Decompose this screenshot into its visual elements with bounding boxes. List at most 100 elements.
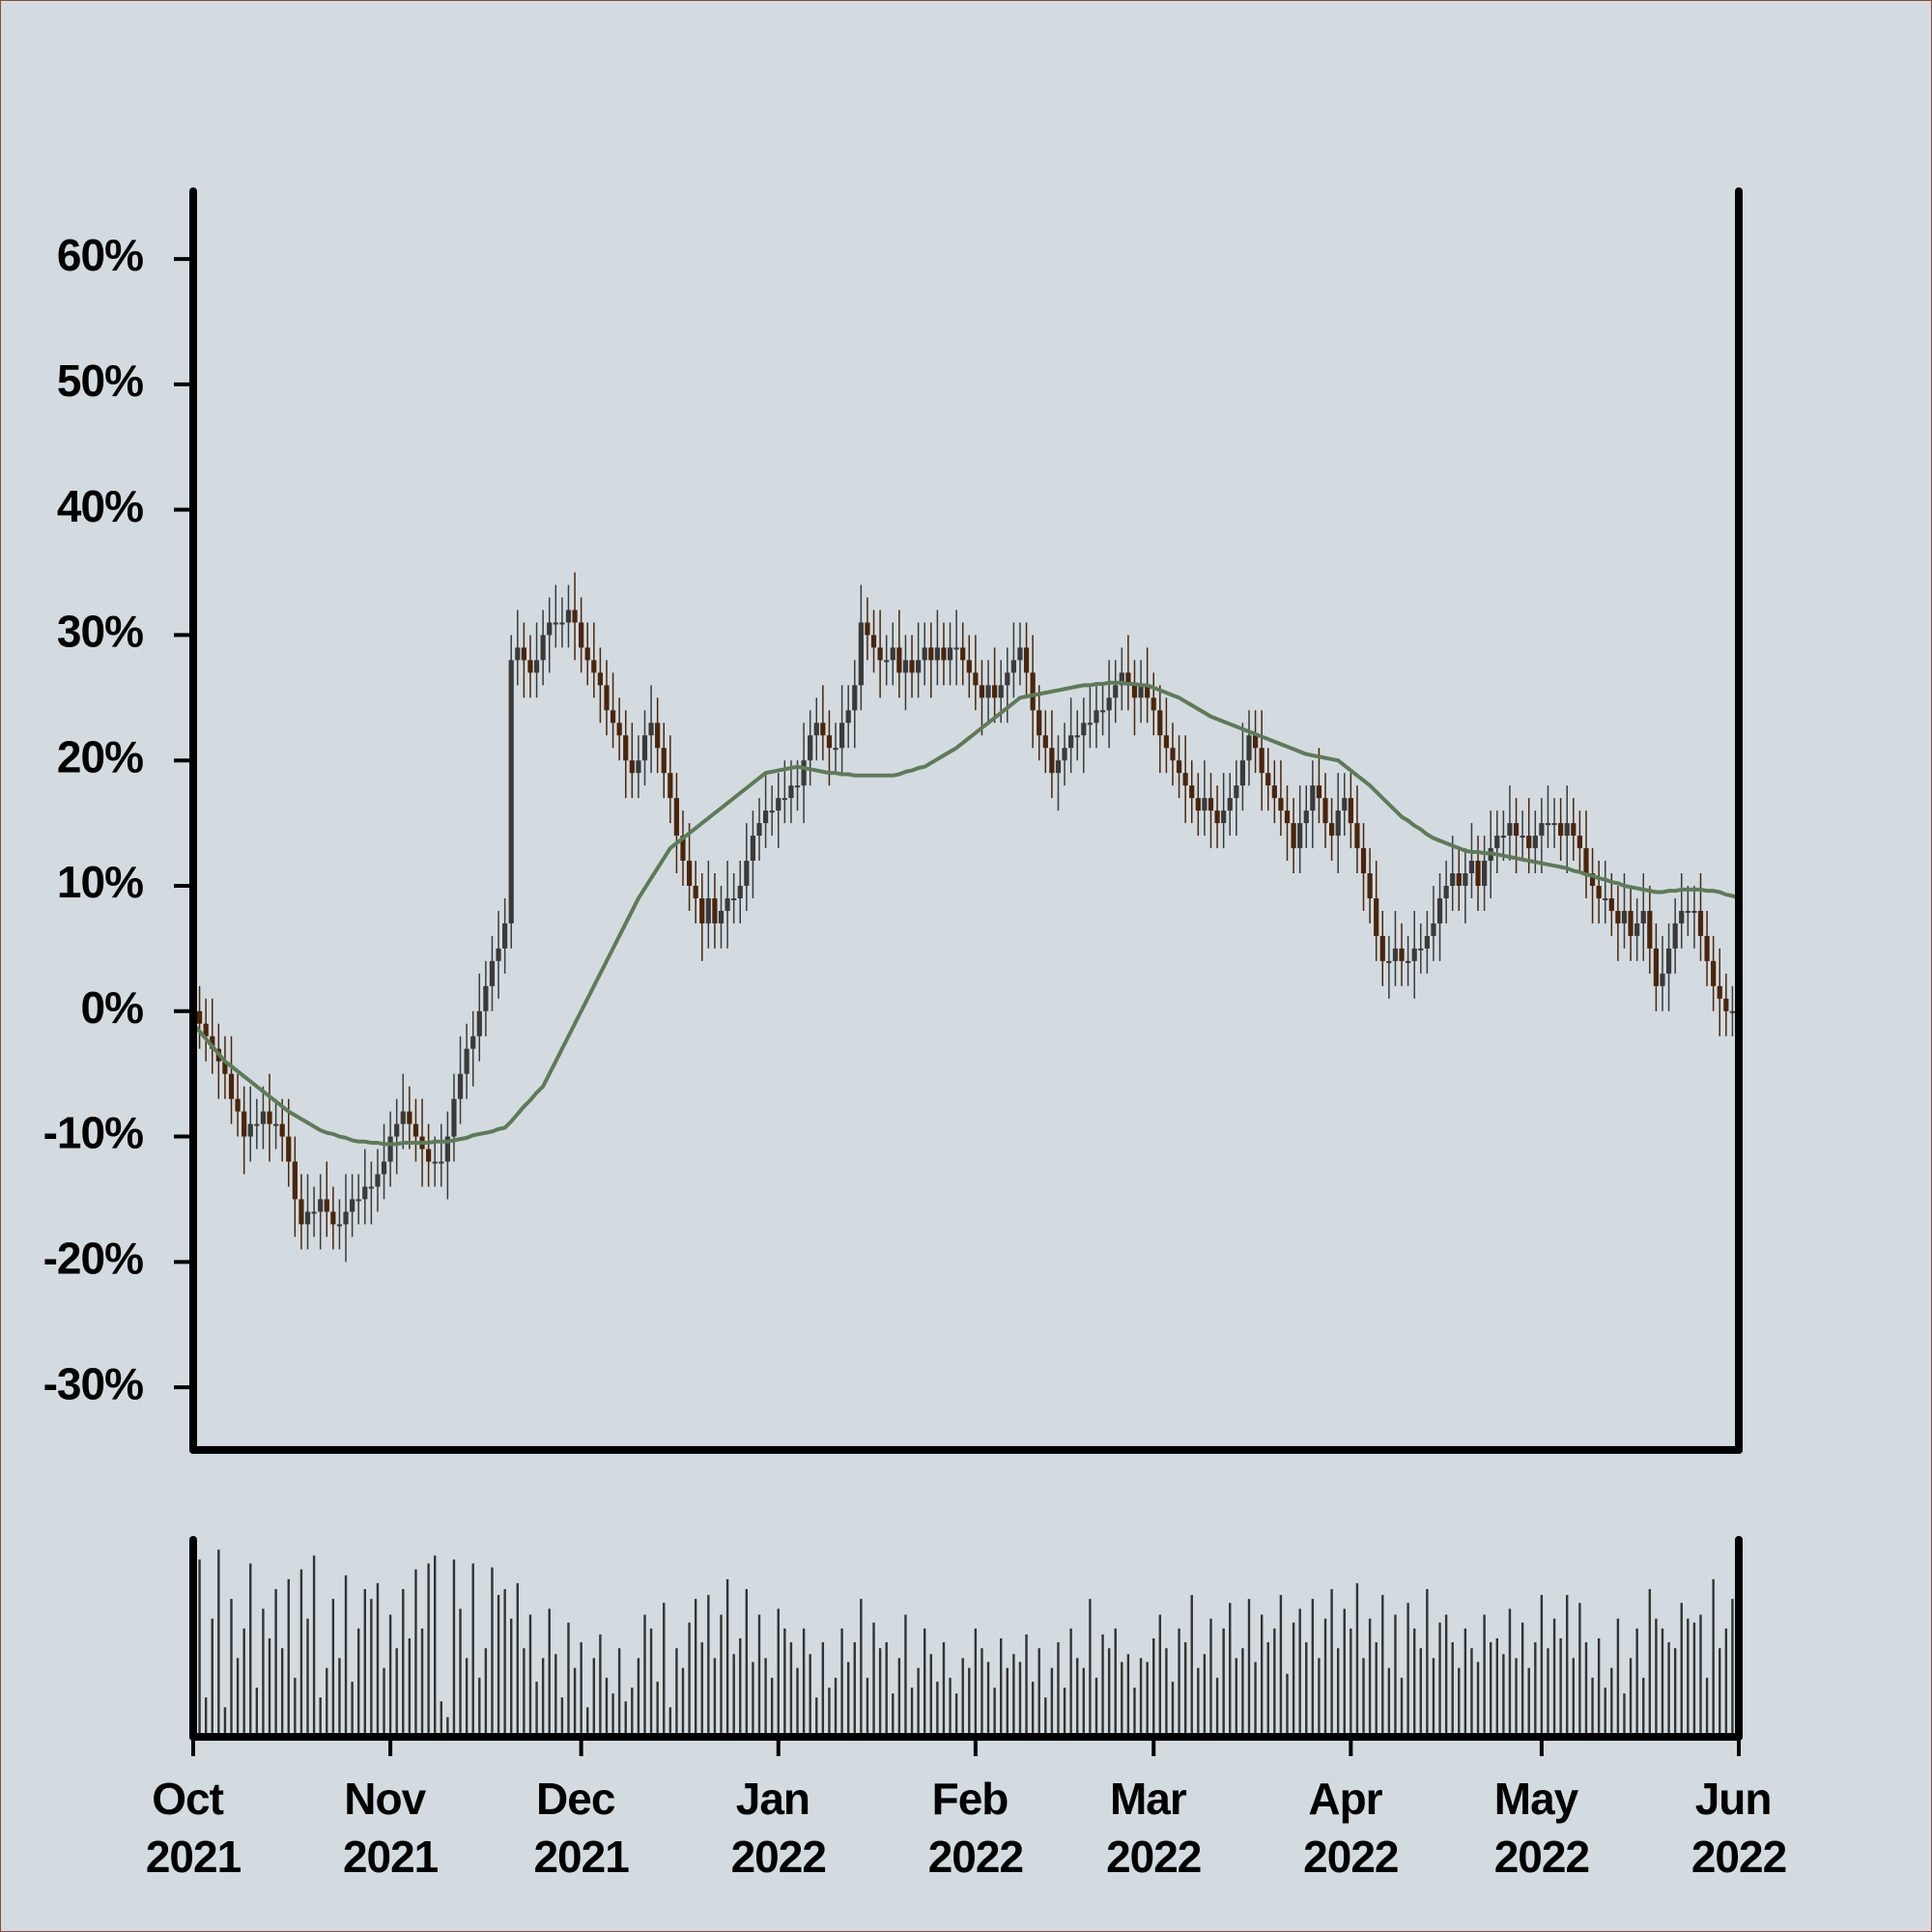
volume-bar xyxy=(548,1608,551,1737)
candle-body xyxy=(1634,923,1640,936)
volume-bar xyxy=(1520,1622,1524,1737)
volume-bar xyxy=(484,1648,488,1737)
candle-body xyxy=(1291,823,1296,849)
candle-body xyxy=(1354,823,1360,849)
volume-bar xyxy=(1114,1628,1117,1737)
volume-bar xyxy=(631,1688,634,1737)
volume-bar xyxy=(757,1614,761,1737)
candle-body xyxy=(1049,748,1055,774)
volume-bar xyxy=(1623,1693,1626,1737)
volume-bar xyxy=(1375,1642,1378,1737)
candle-body xyxy=(1259,748,1264,774)
candle-body xyxy=(604,685,610,711)
candle-body xyxy=(476,1010,482,1037)
candle-body xyxy=(820,723,826,736)
candle-body xyxy=(636,760,641,774)
volume-bar xyxy=(789,1642,793,1737)
volume-bar xyxy=(1673,1648,1677,1737)
candle-body xyxy=(686,861,693,886)
candle-body xyxy=(451,1098,457,1137)
volume-bar xyxy=(1241,1648,1244,1737)
volume-bar xyxy=(866,1677,869,1737)
candle-body xyxy=(1539,823,1545,837)
candle-body xyxy=(547,622,553,636)
candle-body xyxy=(877,647,883,661)
volume-bar xyxy=(904,1614,907,1737)
volume-bar xyxy=(1432,1658,1435,1737)
candle-body xyxy=(1367,873,1373,898)
candle-body xyxy=(235,1098,241,1112)
candle-body xyxy=(1583,848,1589,874)
candle-body xyxy=(1023,647,1030,673)
volume-bar xyxy=(1705,1677,1709,1737)
candle-body xyxy=(973,672,979,686)
candle-body xyxy=(998,685,1004,698)
candle-body xyxy=(412,1123,419,1137)
volume-bar xyxy=(1094,1677,1098,1737)
volume-bar xyxy=(649,1628,653,1737)
volume-bar xyxy=(554,1654,557,1737)
candle-body xyxy=(661,748,667,774)
candle-body xyxy=(1653,948,1660,986)
candle-body xyxy=(1068,735,1074,749)
candle-body xyxy=(693,885,698,898)
volume-bar xyxy=(700,1642,703,1737)
volume-bar xyxy=(1286,1673,1289,1737)
volume-bar xyxy=(1591,1677,1594,1737)
volume-bar xyxy=(853,1642,856,1737)
volume-bar xyxy=(770,1677,774,1737)
candle-body xyxy=(870,635,877,648)
volume-bar xyxy=(1305,1642,1308,1737)
candle-body xyxy=(960,647,966,661)
candle-body xyxy=(368,1186,374,1189)
volume-bar xyxy=(1604,1688,1606,1737)
volume-bar xyxy=(344,1575,348,1737)
candle-body xyxy=(655,723,661,749)
volume-bar xyxy=(1502,1654,1505,1737)
candle-body xyxy=(1087,723,1093,725)
candle-body xyxy=(839,723,845,749)
candle-body xyxy=(1704,935,1710,961)
candle-body xyxy=(1284,810,1291,824)
candle-body xyxy=(260,1111,267,1124)
volume-bar xyxy=(427,1563,430,1737)
volume-bar xyxy=(1368,1618,1372,1737)
volume-bar xyxy=(720,1614,723,1737)
candle-body xyxy=(852,685,858,711)
volume-bar xyxy=(752,1662,754,1737)
candle-body xyxy=(1577,836,1582,849)
volume-bar xyxy=(1559,1638,1562,1737)
volume-bar xyxy=(828,1688,831,1737)
volume-bar xyxy=(745,1589,749,1737)
candle-body xyxy=(496,948,501,961)
candle-body xyxy=(591,660,597,673)
volume-bar xyxy=(402,1589,405,1737)
candle-body xyxy=(801,760,807,786)
y-tick-label: 10% xyxy=(57,857,143,907)
volume-bar xyxy=(395,1648,398,1737)
volume-bar xyxy=(1235,1658,1238,1737)
volume-bar xyxy=(230,1599,233,1737)
x-tick-label: Jan 2022 xyxy=(731,1774,826,1882)
volume-bar xyxy=(503,1589,506,1737)
candle-body xyxy=(1482,861,1488,886)
volume-bar xyxy=(815,1697,818,1737)
x-tick-label: Dec 2021 xyxy=(533,1774,629,1882)
volume-bar xyxy=(497,1595,500,1737)
volume-bar xyxy=(1158,1614,1162,1737)
y-tick-label: -10% xyxy=(43,1108,143,1158)
volume-bar xyxy=(1279,1595,1283,1737)
volume-bar xyxy=(1057,1642,1060,1737)
volume-bar xyxy=(370,1599,373,1737)
volume-bar xyxy=(1635,1628,1638,1737)
candle-body xyxy=(953,647,959,650)
volume-bar xyxy=(917,1667,920,1737)
volume-bar xyxy=(993,1688,996,1737)
candle-body xyxy=(1195,798,1201,811)
volume-bar xyxy=(637,1658,640,1737)
volume-bar xyxy=(1222,1628,1225,1737)
candle-body xyxy=(470,1036,476,1049)
candle-body xyxy=(781,798,787,801)
volume-bar xyxy=(541,1658,545,1737)
candle-body xyxy=(1131,685,1138,698)
